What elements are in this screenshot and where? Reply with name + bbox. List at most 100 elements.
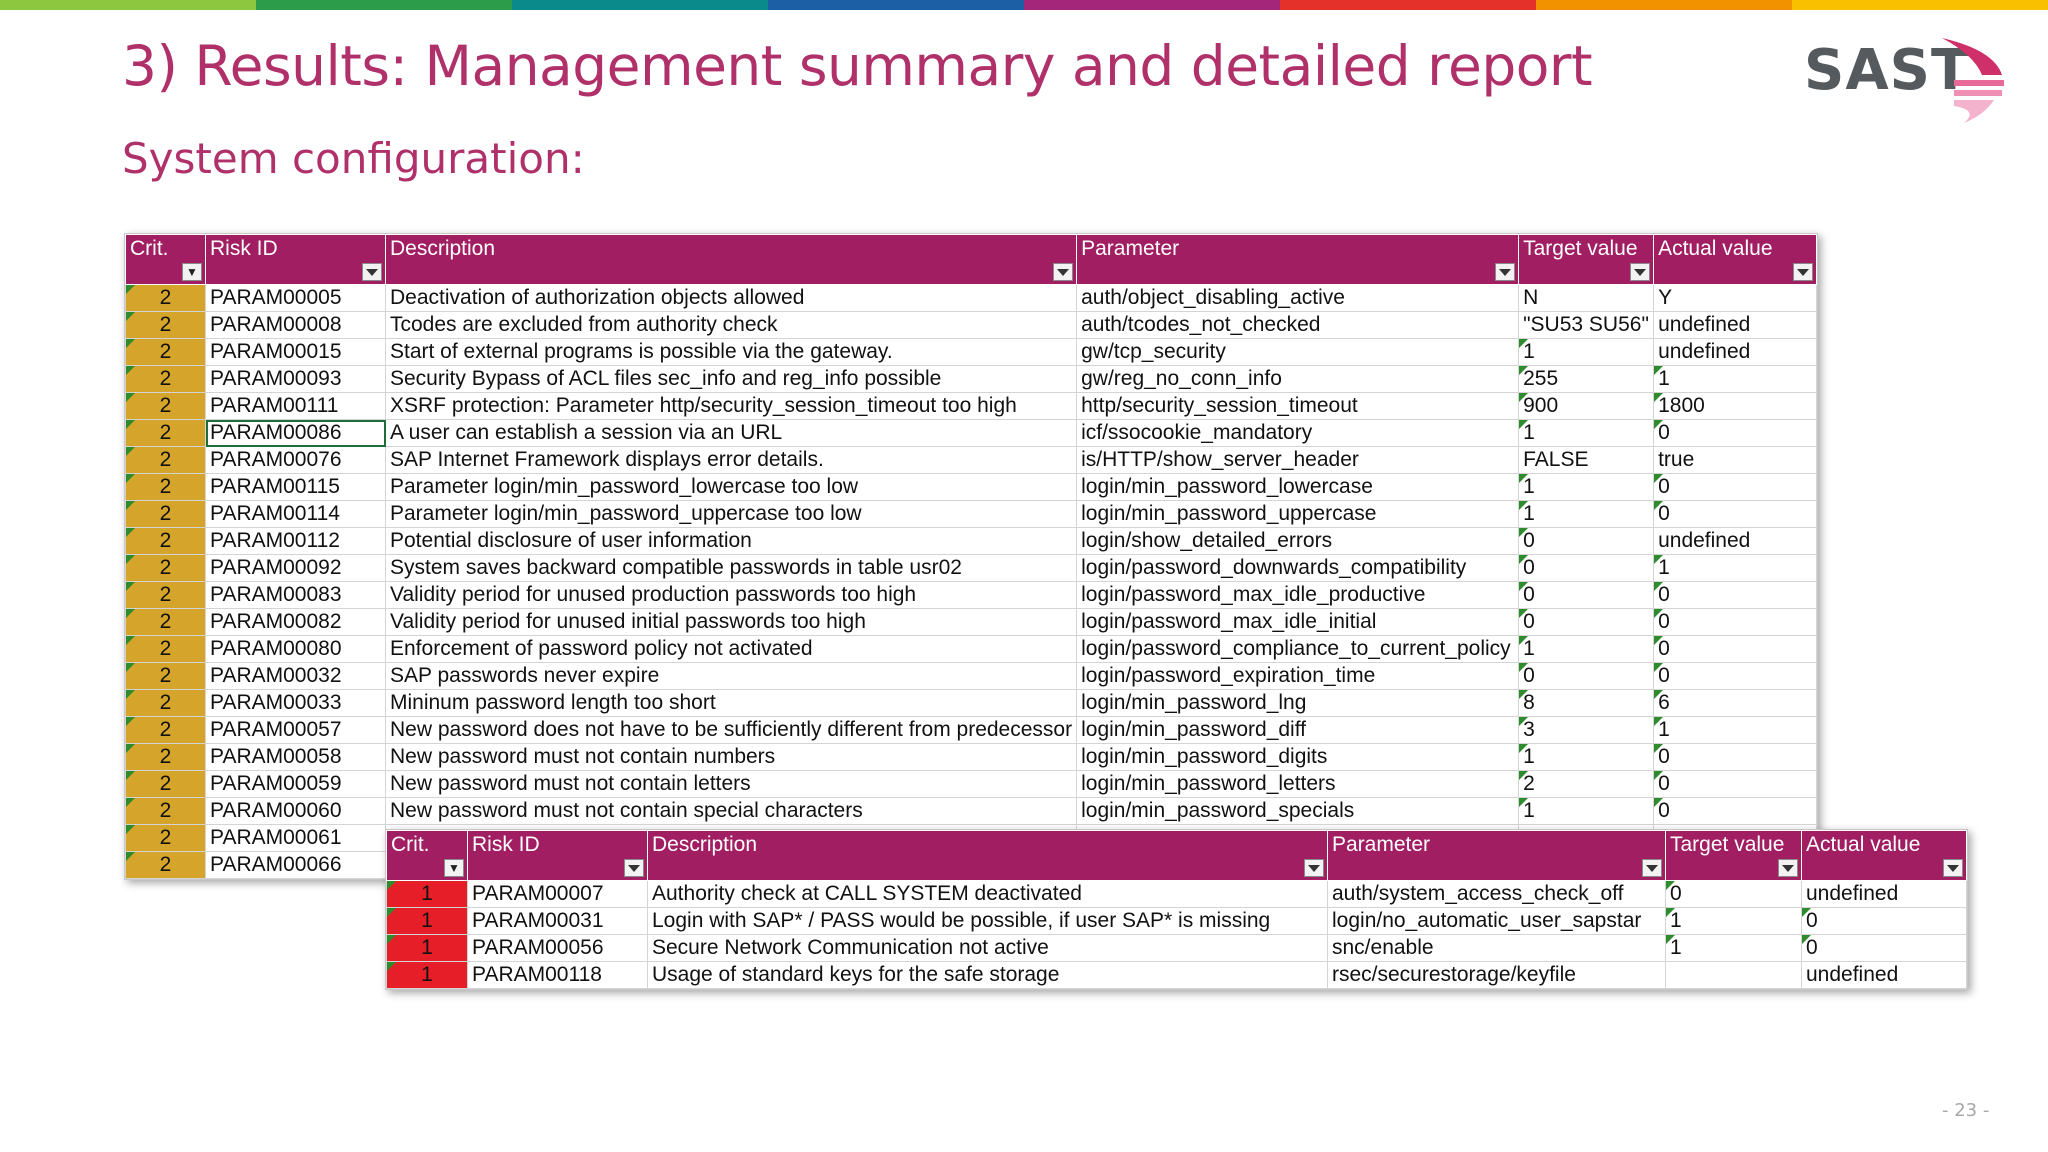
cell-description[interactable]: Mininum password length too short bbox=[384, 689, 1078, 717]
cell-target-value[interactable]: 8 bbox=[1518, 689, 1655, 717]
cell-target-value[interactable]: N bbox=[1518, 284, 1655, 312]
cell-target-value[interactable]: 0 bbox=[1518, 581, 1655, 609]
cell-actual-value[interactable]: 0 bbox=[1653, 419, 1818, 447]
cell-target-value[interactable]: 2 bbox=[1518, 770, 1655, 798]
filter-dropdown-icon[interactable] bbox=[1642, 859, 1662, 877]
cell-crit[interactable]: 2 bbox=[125, 608, 206, 636]
cell-crit[interactable]: 1 bbox=[386, 961, 468, 989]
cell-description[interactable]: System saves backward compatible passwor… bbox=[384, 554, 1078, 582]
cell-parameter[interactable]: login/min_password_diff bbox=[1076, 716, 1520, 744]
filter-dropdown-icon[interactable] bbox=[1495, 263, 1516, 281]
cell-parameter[interactable]: http/security_session_timeout bbox=[1076, 392, 1520, 420]
cell-risk-id[interactable]: PARAM00111 bbox=[205, 392, 386, 420]
cell-crit[interactable]: 2 bbox=[125, 554, 206, 582]
cell-target-value[interactable]: 255 bbox=[1518, 365, 1655, 393]
cell-crit[interactable]: 2 bbox=[125, 770, 206, 798]
cell-target-value[interactable]: 1 bbox=[1518, 500, 1655, 528]
cell-description[interactable]: SAP Internet Framework displays error de… bbox=[384, 446, 1078, 474]
cell-parameter[interactable]: login/min_password_letters bbox=[1076, 770, 1520, 798]
cell-description[interactable]: Deactivation of authorization objects al… bbox=[384, 284, 1078, 312]
cell-risk-id[interactable]: PARAM00112 bbox=[205, 527, 386, 555]
cell-description[interactable]: Validity period for unused production pa… bbox=[384, 581, 1078, 609]
cell-risk-id[interactable]: PARAM00114 bbox=[205, 500, 386, 528]
cell-target-value[interactable]: 1 bbox=[1518, 419, 1655, 447]
cell-target-value[interactable]: 1 bbox=[1518, 743, 1655, 771]
cell-risk-id[interactable]: PARAM00118 bbox=[467, 961, 648, 989]
cell-risk-id[interactable]: PARAM00093 bbox=[205, 365, 386, 393]
cell-crit[interactable]: 2 bbox=[125, 419, 206, 447]
cell-parameter[interactable]: login/show_detailed_errors bbox=[1076, 527, 1520, 555]
cell-description[interactable]: New password does not have to be suffici… bbox=[384, 716, 1078, 744]
cell-risk-id[interactable]: PARAM00060 bbox=[205, 797, 386, 825]
cell-crit[interactable]: 2 bbox=[125, 716, 206, 744]
cell-actual-value[interactable]: Y bbox=[1653, 284, 1818, 312]
cell-risk-id[interactable]: PARAM00059 bbox=[205, 770, 386, 798]
cell-description[interactable]: Potential disclosure of user information bbox=[384, 527, 1078, 555]
cell-crit[interactable]: 2 bbox=[125, 284, 206, 312]
cell-actual-value[interactable]: undefined bbox=[1801, 961, 1967, 989]
cell-crit[interactable]: 2 bbox=[125, 446, 206, 474]
cell-description[interactable]: Parameter login/min_password_lowercase t… bbox=[384, 473, 1078, 501]
cell-actual-value[interactable]: undefined bbox=[1653, 338, 1818, 366]
cell-actual-value[interactable]: 1800 bbox=[1653, 392, 1818, 420]
cell-crit[interactable]: 2 bbox=[125, 635, 206, 663]
cell-target-value[interactable]: 0 bbox=[1518, 527, 1655, 555]
cell-target-value[interactable]: 1 bbox=[1518, 338, 1655, 366]
cell-risk-id[interactable]: PARAM00005 bbox=[205, 284, 386, 312]
cell-actual-value[interactable]: 0 bbox=[1653, 770, 1818, 798]
cell-risk-id[interactable]: PARAM00007 bbox=[467, 880, 648, 908]
cell-crit[interactable]: 2 bbox=[125, 527, 206, 555]
cell-description[interactable]: Secure Network Communication not active bbox=[647, 934, 1328, 962]
cell-target-value[interactable]: FALSE bbox=[1518, 446, 1655, 474]
cell-target-value[interactable]: "SU53 SU56" bbox=[1518, 311, 1655, 339]
cell-target-value[interactable]: 1 bbox=[1518, 473, 1655, 501]
cell-crit[interactable]: 2 bbox=[125, 743, 206, 771]
cell-description[interactable]: Parameter login/min_password_uppercase t… bbox=[384, 500, 1078, 528]
filter-dropdown-icon[interactable] bbox=[1778, 859, 1798, 877]
cell-crit[interactable]: 2 bbox=[125, 365, 206, 393]
cell-description[interactable]: Login with SAP* / PASS would be possible… bbox=[647, 907, 1328, 935]
cell-actual-value[interactable]: 0 bbox=[1653, 743, 1818, 771]
cell-parameter[interactable]: login/min_password_lowercase bbox=[1076, 473, 1520, 501]
cell-target-value[interactable]: 0 bbox=[1518, 608, 1655, 636]
cell-actual-value[interactable]: 0 bbox=[1801, 907, 1967, 935]
cell-parameter[interactable]: rsec/securestorage/keyfile bbox=[1327, 961, 1666, 989]
cell-parameter[interactable]: auth/object_disabling_active bbox=[1076, 284, 1520, 312]
cell-crit[interactable]: 2 bbox=[125, 500, 206, 528]
cell-parameter[interactable]: login/password_max_idle_initial bbox=[1076, 608, 1520, 636]
cell-crit[interactable]: 2 bbox=[125, 581, 206, 609]
cell-risk-id[interactable]: PARAM00083 bbox=[205, 581, 386, 609]
cell-crit[interactable]: 2 bbox=[125, 473, 206, 501]
cell-description[interactable]: XSRF protection: Parameter http/security… bbox=[384, 392, 1078, 420]
cell-crit[interactable]: 2 bbox=[125, 851, 206, 879]
cell-target-value[interactable]: 900 bbox=[1518, 392, 1655, 420]
cell-risk-id[interactable]: PARAM00008 bbox=[205, 311, 386, 339]
cell-description[interactable]: New password must not contain letters bbox=[384, 770, 1078, 798]
cell-actual-value[interactable]: 1 bbox=[1653, 365, 1818, 393]
cell-risk-id[interactable]: PARAM00076 bbox=[205, 446, 386, 474]
cell-target-value[interactable]: 1 bbox=[1518, 635, 1655, 663]
cell-actual-value[interactable]: 0 bbox=[1653, 635, 1818, 663]
cell-actual-value[interactable]: 0 bbox=[1653, 797, 1818, 825]
cell-crit[interactable]: 2 bbox=[125, 338, 206, 366]
cell-actual-value[interactable]: 0 bbox=[1653, 581, 1818, 609]
cell-crit[interactable]: 2 bbox=[125, 392, 206, 420]
cell-crit[interactable]: 2 bbox=[125, 689, 206, 717]
filter-dropdown-icon[interactable] bbox=[1943, 859, 1963, 877]
cell-actual-value[interactable]: 0 bbox=[1653, 608, 1818, 636]
filter-active-icon[interactable]: ▼ bbox=[182, 263, 202, 281]
cell-description[interactable]: A user can establish a session via an UR… bbox=[384, 419, 1078, 447]
cell-crit[interactable]: 2 bbox=[125, 797, 206, 825]
cell-crit[interactable]: 2 bbox=[125, 311, 206, 339]
cell-description[interactable]: New password must not contain numbers bbox=[384, 743, 1078, 771]
cell-target-value[interactable]: 3 bbox=[1518, 716, 1655, 744]
cell-risk-id[interactable]: PARAM00061 bbox=[205, 824, 386, 852]
cell-description[interactable]: SAP passwords never expire bbox=[384, 662, 1078, 690]
cell-crit[interactable]: 2 bbox=[125, 662, 206, 690]
filter-active-icon[interactable]: ▼ bbox=[444, 859, 464, 877]
cell-parameter[interactable]: login/min_password_digits bbox=[1076, 743, 1520, 771]
filter-dropdown-icon[interactable] bbox=[1793, 263, 1814, 281]
cell-actual-value[interactable]: 0 bbox=[1653, 500, 1818, 528]
cell-description[interactable]: Authority check at CALL SYSTEM deactivat… bbox=[647, 880, 1328, 908]
filter-dropdown-icon[interactable] bbox=[362, 263, 382, 281]
